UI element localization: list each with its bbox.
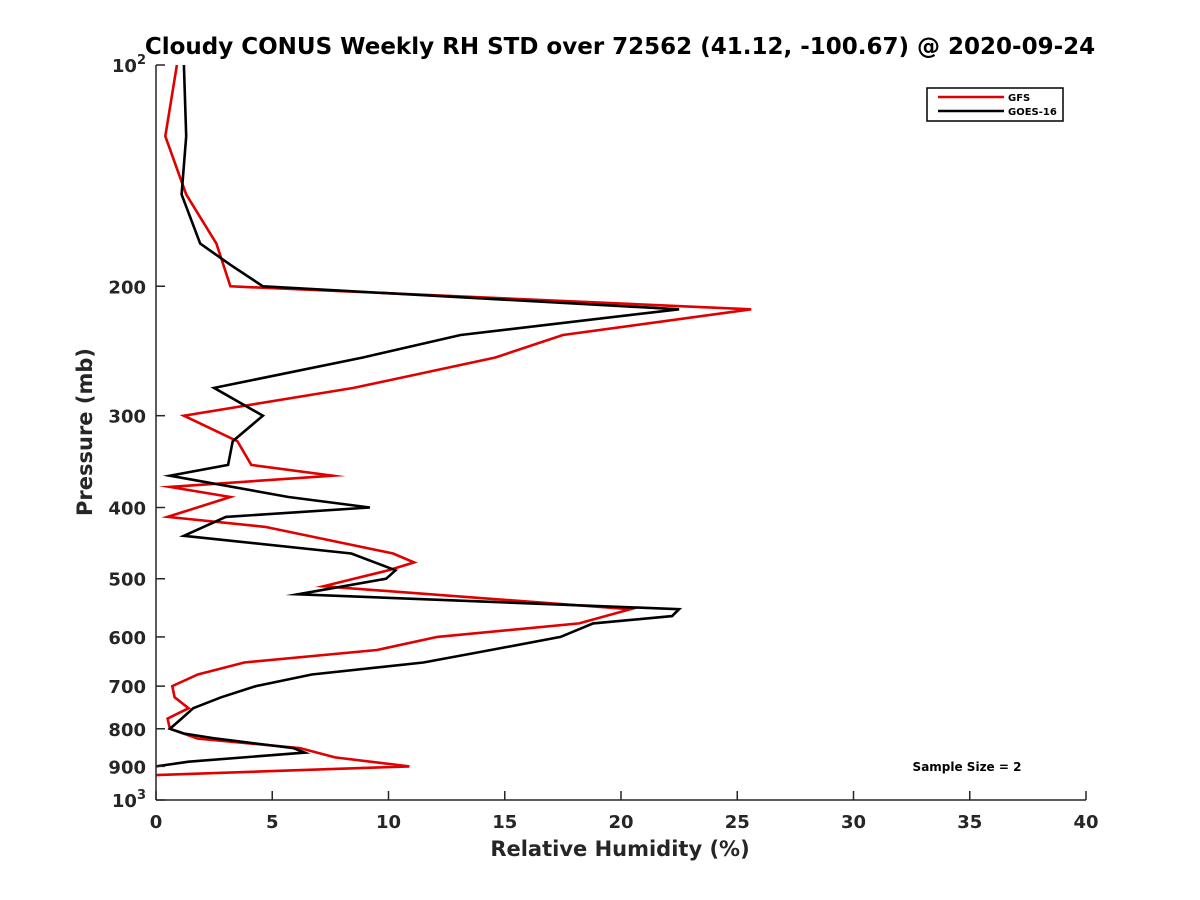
series-line-goes16	[155, 64, 683, 768]
y-tick-label: 800	[108, 720, 146, 741]
y-tick-label: 103	[112, 788, 146, 812]
y-tick-label: 900	[108, 757, 146, 778]
y-tick-label: 102	[112, 53, 146, 77]
x-tick-label: 40	[1073, 812, 1098, 833]
series-line-gfs	[155, 64, 752, 777]
series-layer	[155, 64, 752, 777]
x-tick-label: 0	[150, 812, 163, 833]
x-tick-label: 10	[376, 812, 401, 833]
y-tick-label: 400	[108, 499, 146, 520]
x-tick-label: 5	[266, 812, 279, 833]
x-tick-label: 25	[725, 812, 750, 833]
y-tick-label: 700	[108, 677, 146, 698]
axes-layer: 0 5 10 15 20 25 30 35 40 102 200 300 400 500 600 700 800…	[108, 53, 1098, 833]
y-tick-label: 300	[108, 407, 146, 428]
x-tick-label: 20	[608, 812, 633, 833]
y-tick-label: 200	[108, 277, 146, 298]
legend: GFS GOES-16	[926, 87, 1064, 122]
chart-title: Cloudy CONUS Weekly RH STD over 72562 (4…	[145, 34, 1095, 60]
legend-label-gfs: GFS	[1008, 93, 1030, 104]
x-tick-label: 35	[957, 812, 982, 833]
y-tick-label: 600	[108, 628, 146, 649]
legend-label-goes16: GOES-16	[1008, 107, 1057, 118]
x-axis-label: Relative Humidity (%)	[490, 837, 749, 861]
y-axis-label: Pressure (mb)	[73, 348, 97, 516]
x-tick-label: 30	[841, 812, 866, 833]
legend-box	[926, 87, 1064, 122]
x-tick-label: 15	[492, 812, 517, 833]
sample-size-annotation: Sample Size = 2	[913, 760, 1022, 774]
y-tick-label: 500	[108, 570, 146, 591]
